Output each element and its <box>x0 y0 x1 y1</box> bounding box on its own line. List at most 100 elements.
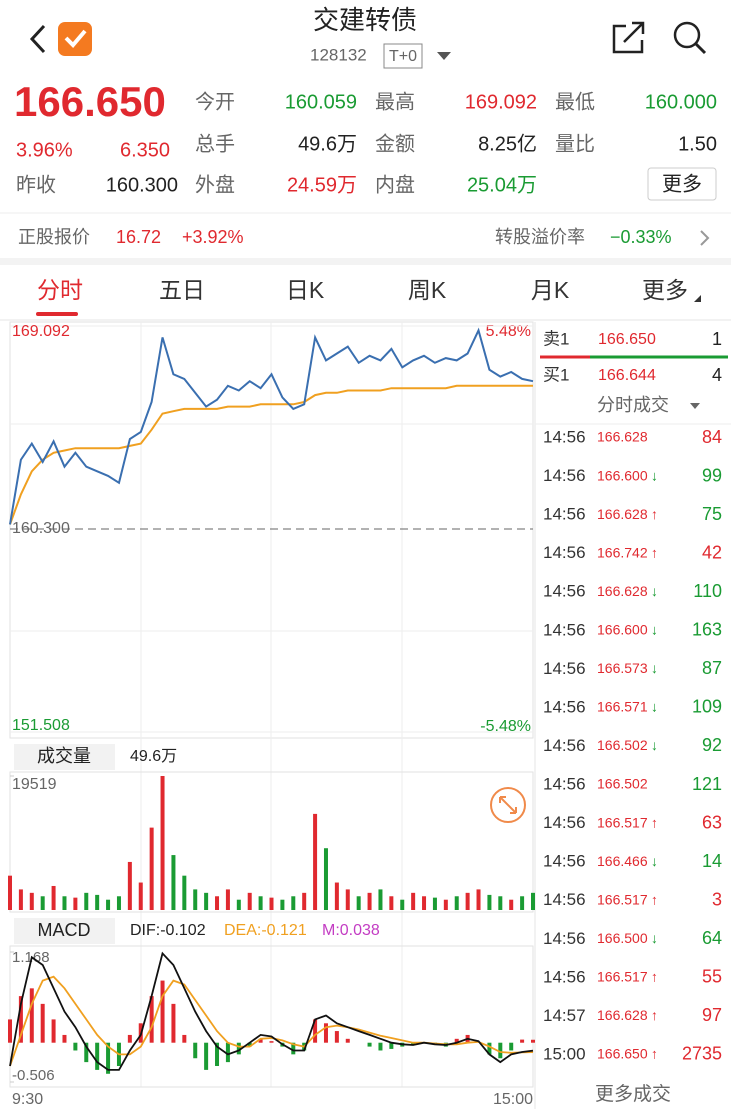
macd-bar <box>95 1042 100 1070</box>
book-side: 卖1 <box>543 329 569 348</box>
macd-bar <box>225 1042 230 1063</box>
title: 交建转债 <box>313 5 417 35</box>
trade-price: 166.517 <box>597 969 648 985</box>
macd-bar <box>236 1042 241 1055</box>
y-tick-label: -0.506 <box>12 1067 55 1084</box>
trade-time: 14:56 <box>543 543 586 562</box>
share-icon[interactable] <box>612 21 645 54</box>
volume-bar <box>138 882 143 910</box>
trade-price: 166.742 <box>597 544 648 560</box>
field-label: 外盘 <box>195 173 235 196</box>
macd-bar <box>345 1038 350 1043</box>
chevron[interactable] <box>700 230 710 246</box>
volume-bar <box>18 889 23 910</box>
volume-bar <box>171 855 176 910</box>
trade-arrow: ↓ <box>651 622 658 638</box>
expand-button[interactable] <box>490 787 526 823</box>
volume-bar <box>454 896 459 910</box>
volume-title-box <box>14 744 115 770</box>
tag: T+0 <box>389 48 417 65</box>
volume-bar <box>51 885 56 910</box>
search-icon[interactable] <box>673 21 701 49</box>
trade-arrow: ↑ <box>651 506 658 522</box>
volume-bar <box>313 813 318 910</box>
trade-price: 166.573 <box>597 660 648 676</box>
macd-bar <box>454 1038 459 1043</box>
change-pct: 3.96% <box>16 139 73 161</box>
dropdown[interactable] <box>690 403 700 409</box>
more-trades[interactable]: 更多成交 <box>595 1083 671 1105</box>
trade-arrow: ↑ <box>651 814 658 830</box>
tab[interactable]: 周K <box>408 277 447 303</box>
macd-bar <box>18 996 23 1043</box>
volume-bar <box>443 899 448 910</box>
macd-bar <box>334 1031 339 1043</box>
volume-bar <box>411 892 416 910</box>
macd-bar <box>531 1039 535 1043</box>
macd-bar <box>29 988 34 1043</box>
x-label: 9:30 <box>12 1091 43 1108</box>
trade-volume: 97 <box>702 1005 722 1025</box>
field-value: 8.25亿 <box>478 132 537 155</box>
trade-price: 166.600 <box>597 622 648 638</box>
volume-bar <box>29 892 34 910</box>
trade-price: 166.600 <box>597 467 648 483</box>
more-button-label[interactable]: 更多 <box>662 172 702 195</box>
price: 166.650 <box>14 78 166 125</box>
macd-frame <box>9 945 534 1088</box>
volume-bar <box>193 889 198 910</box>
back-button[interactable] <box>29 24 46 54</box>
trade-volume: 3 <box>712 889 722 909</box>
trade-arrow: ↑ <box>651 1007 658 1023</box>
field-value: 160.059 <box>285 91 357 113</box>
tab[interactable]: 分时 <box>37 277 83 303</box>
trade-time: 14:56 <box>543 929 586 948</box>
tab[interactable]: 更多 <box>642 277 688 303</box>
trade-time: 15:00 <box>543 1044 586 1063</box>
field-label: 量比 <box>555 132 595 155</box>
book-volume: 1 <box>712 329 722 349</box>
app-icon <box>58 22 92 56</box>
field-label: 总手 <box>195 132 235 155</box>
pct-label: -5.48% <box>480 718 531 735</box>
code: 128132 <box>310 45 367 64</box>
trade-arrow: ↓ <box>651 930 658 946</box>
tab[interactable]: 日K <box>286 277 325 303</box>
trade-time: 14:56 <box>543 427 586 446</box>
volume-bar <box>509 899 514 910</box>
field-value: 24.59万 <box>287 174 357 196</box>
trade-price: 166.517 <box>597 891 648 907</box>
premium: −0.33% <box>610 227 672 247</box>
trade-price: 166.502 <box>597 776 648 792</box>
volume-bar <box>84 892 89 910</box>
tab-dropdown[interactable] <box>694 295 701 302</box>
macd-title: MACD <box>38 920 91 940</box>
trade-price: 166.628 <box>597 1007 648 1023</box>
trade-arrow: ↑ <box>651 891 658 907</box>
more-button[interactable] <box>647 167 717 201</box>
volume-bar <box>302 892 307 910</box>
trade-time: 14:56 <box>543 466 586 485</box>
trade-volume: 87 <box>702 658 722 678</box>
volume-bar <box>334 882 339 910</box>
volume-bar <box>116 896 121 910</box>
tab[interactable]: 月K <box>531 277 570 303</box>
macd-bar <box>193 1042 198 1059</box>
dropdown[interactable] <box>437 52 451 60</box>
field-value: 49.6万 <box>298 133 357 155</box>
book-price: 166.644 <box>598 367 656 384</box>
volume-bar <box>40 896 45 910</box>
y-tick-label: 169.092 <box>12 323 70 340</box>
tab[interactable]: 五日 <box>159 277 205 303</box>
y-tick-label: 1.168 <box>12 949 50 966</box>
volume-bar <box>215 896 220 910</box>
dea-label: DEA:-0.121 <box>224 922 307 939</box>
trade-time: 14:56 <box>543 967 586 986</box>
macd-bar <box>411 1042 416 1046</box>
volume-bar <box>269 897 274 910</box>
field-label: 最高 <box>375 90 415 113</box>
trades-title[interactable]: 分时成交 <box>597 395 669 415</box>
volume-bar <box>258 896 263 910</box>
volume-bar <box>291 896 296 910</box>
